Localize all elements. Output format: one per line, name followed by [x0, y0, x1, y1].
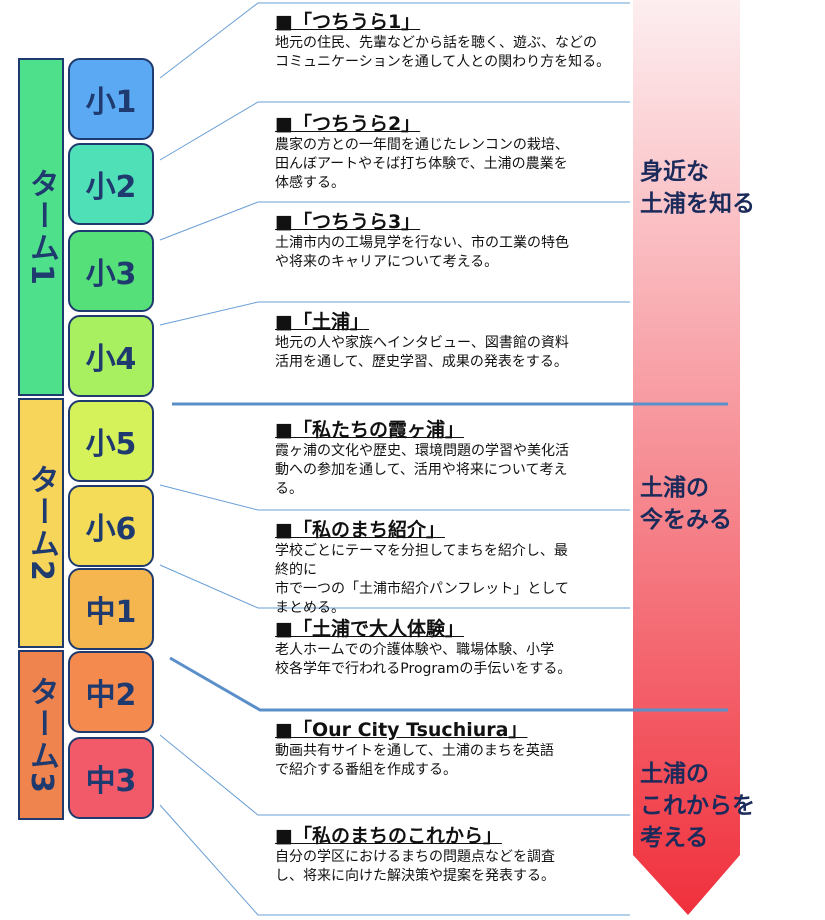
- side-label: 土浦のこれからを考える: [640, 758, 755, 854]
- term-label: ターム2: [24, 463, 59, 583]
- item-title: ■「私たちの霞ヶ浦」: [275, 419, 464, 441]
- item-title: ■「つちうら3」: [275, 211, 421, 233]
- item: ■「私のまちのこれから」自分の学区におけるまちの問題点などを調査 し、将来に向けた…: [275, 824, 645, 886]
- grade-box: 小2: [68, 143, 154, 225]
- item: ■「私たちの霞ヶ浦」霞ヶ浦の文化や歴史、環境問題の学習や美化活 動への参加を通して…: [275, 418, 645, 499]
- item-text: 市で一つの「土浦市紹介パンフレット」として: [275, 581, 569, 597]
- item-text: 地元の住民、先輩などから話を聴く、遊ぶ、などの: [275, 35, 597, 51]
- side-line: 土浦を知る: [640, 191, 755, 217]
- term-bar: ターム3: [18, 650, 64, 820]
- item: ■「土浦」地元の人や家族へインタビュー、図書館の資料 活用を通して、歴史学習、成果…: [275, 310, 645, 372]
- grade-box: 小1: [68, 58, 154, 140]
- item-text: 農家の方との一年間を通じたレンコンの栽培、: [275, 137, 569, 153]
- side-line: 考える: [640, 825, 709, 851]
- grade-box: 小6: [68, 485, 154, 567]
- side-line: 身近な: [640, 159, 709, 185]
- item-title: ■「私のまち紹介」: [275, 519, 445, 541]
- item-title: ■「つちうら2」: [275, 113, 421, 135]
- item-text: 自分の学区におけるまちの問題点などを調査: [275, 849, 555, 865]
- grade-box: 小4: [68, 315, 154, 397]
- item-title: ■「土浦」: [275, 311, 369, 333]
- item-text: まとめる。: [275, 600, 345, 616]
- item-title: ■「つちうら1」: [275, 11, 421, 33]
- item-text: 動への参加を通して、活用や将来について考え: [275, 462, 568, 478]
- item-title: ■「Our City Tsuchiura」: [275, 719, 528, 741]
- leader-lines: [159, 2, 630, 916]
- grade-box: 小3: [68, 230, 154, 312]
- item-text: コミュニケーションを通して人との関わり方を知る。: [275, 54, 611, 70]
- item-text: し、将来に向けた解決策や提案を発表する。: [275, 868, 555, 884]
- side-label: 土浦の 今をみる: [640, 472, 732, 536]
- item-text: 地元の人や家族へインタビュー、図書館の資料: [275, 335, 569, 351]
- item: ■「つちうら3」土浦市内の工場見学を行ない、市の工業の特色 や将来のキャリアについ…: [275, 210, 645, 272]
- side-line: 今をみる: [640, 507, 732, 533]
- side-line: 土浦の: [640, 761, 709, 787]
- item-text: 活用を通して、歴史学習、成果の発表をする。: [275, 354, 568, 370]
- item-text: 動画共有サイトを通して、土浦のまちを英語: [275, 743, 554, 759]
- item-text: で紹介する番組を作成する。: [275, 762, 457, 778]
- item-title: ■「私のまちのこれから」: [275, 825, 502, 847]
- item-text: る。: [275, 481, 303, 497]
- item-text: 体感する。: [275, 175, 345, 191]
- item: ■「つちうら2」農家の方との一年間を通じたレンコンの栽培、 田んぼアートやそば打ち…: [275, 112, 645, 193]
- item-text: 終的に: [275, 562, 317, 578]
- side-line: 土浦の: [640, 475, 709, 501]
- item-text: 霞ヶ浦の文化や歴史、環境問題の学習や美化活: [275, 443, 569, 459]
- separator: [169, 656, 728, 712]
- item: ■「つちうら1」地元の住民、先輩などから話を聴く、遊ぶ、などの コミュニケーション…: [275, 10, 645, 72]
- item-text: 田んぼアートやそば打ち体験で、土浦の農業を: [275, 156, 568, 172]
- item-text: 校各学年で行われるProgramの手伝いをする。: [275, 661, 572, 677]
- grade-box: 中3: [68, 737, 154, 819]
- grade-box: 中1: [68, 568, 154, 650]
- grade-box: 小5: [68, 400, 154, 482]
- term-label: ターム3: [24, 675, 59, 795]
- item: ■「私のまち紹介」学校ごとにテーマを分担してまちを紹介し、最 終的に市で一つの「土…: [275, 518, 645, 618]
- grade-box: 中2: [68, 651, 154, 733]
- term-label: ターム1: [24, 167, 59, 287]
- item-text: 土浦市内の工場見学を行ない、市の工業の特色: [275, 235, 569, 251]
- arrow: [633, 0, 740, 915]
- side-label: 身近な 土浦を知る: [640, 156, 755, 220]
- item: ■「Our City Tsuchiura」動画共有サイトを通して、土浦のまちを英…: [275, 718, 645, 780]
- term-bar: ターム2: [18, 398, 64, 648]
- item-text: や将来のキャリアについて考える。: [275, 254, 499, 270]
- side-line: これからを: [640, 793, 755, 819]
- item-text: 老人ホームでの介護体験や、職場体験、小学: [275, 642, 555, 658]
- item: ■「土浦で大人体験」老人ホームでの介護体験や、職場体験、小学校各学年で行われるP…: [275, 617, 645, 679]
- item-title: ■「土浦で大人体験」: [275, 618, 464, 640]
- term-bar: ターム1: [18, 58, 64, 396]
- item-text: 学校ごとにテーマを分担してまちを紹介し、最: [275, 543, 568, 559]
